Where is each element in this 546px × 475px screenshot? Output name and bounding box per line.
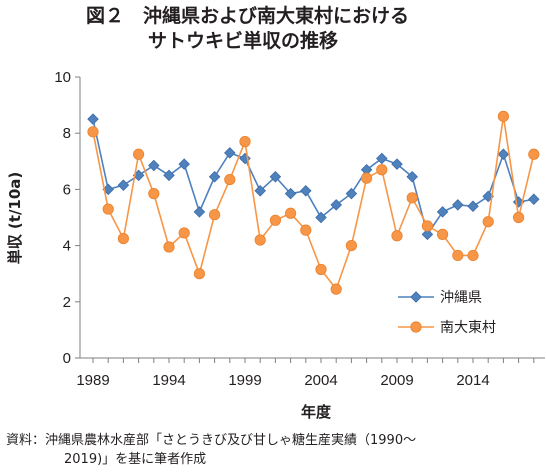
x-tick-label: 1994 [152,372,185,389]
x-tick-label: 2004 [304,372,337,389]
data-point [330,283,342,295]
data-point [528,148,540,160]
legend-item-1: 沖縄県 [398,290,482,306]
y-tick-label: 6 [63,181,71,198]
legend-marker [410,321,422,333]
data-point [421,228,434,241]
data-point [421,220,433,232]
series-1 [87,113,540,241]
chart-title-line2: サトウキビ単収の推移 [148,30,339,52]
data-point [269,214,281,226]
y-tick-label: 4 [63,238,71,255]
data-point [345,240,357,252]
x-tick-label: 2009 [380,372,413,389]
data-point [467,200,479,213]
data-point [284,207,297,219]
axes [79,77,545,359]
legend-item-2: 南大東村 [398,320,496,336]
data-point [345,187,358,200]
data-point [117,179,130,191]
legend-marker [410,291,422,303]
data-point [133,148,145,160]
legend-label: 南大東村 [440,320,496,336]
source-line1: 資料：沖縄県農林水産部「さとうきび及び甘しゃ糖生産実績（1990～ [6,433,417,448]
data-point [528,193,540,206]
data-point [315,211,327,224]
data-point [163,241,175,253]
data-point [148,159,160,172]
data-point [467,249,479,262]
source-note: 資料：沖縄県農林水産部「さとうきび及び甘しゃ糖生産実績（1990～ 2019)」… [6,431,542,469]
y-axis-label: 単収 (t/10a) [6,172,24,265]
data-point [178,227,190,239]
chart-title-line1: 図２ 沖縄県および南大東村における [86,5,410,27]
data-point [269,170,282,183]
data-point [482,216,494,228]
data-point [284,187,297,200]
data-point [87,113,99,125]
data-point [87,126,99,138]
data-point [254,234,266,246]
data-point [209,209,221,221]
data-point [163,169,175,182]
data-point [376,164,388,176]
data-point [406,170,418,183]
data-point [224,147,236,159]
legend-label: 沖縄県 [440,290,482,306]
y-tick-label: 10 [54,69,71,86]
data-point [193,206,206,218]
data-point [391,158,403,170]
data-point [300,224,312,236]
data-point [360,172,373,184]
data-point [406,192,418,204]
data-point [254,185,266,197]
y-tick-label: 0 [63,350,71,367]
source-line2: 2019)」を基に筆者作成 [64,452,207,467]
data-point [497,148,510,161]
data-point [436,228,449,240]
y-tick-label: 8 [63,125,71,142]
data-point [512,211,525,224]
data-point [391,230,403,242]
x-tick-label: 2014 [456,372,489,389]
data-point [452,249,464,262]
data-point [178,158,190,170]
y-tick-label: 2 [63,294,71,311]
data-point [315,263,327,276]
data-point [102,203,114,215]
data-point [117,232,130,245]
series-2 [87,110,540,295]
data-point [330,199,342,211]
data-point [452,199,464,211]
data-point [239,136,251,148]
data-point [193,268,205,280]
plot-area [87,110,540,295]
data-point [497,110,509,122]
ticks: 0 2 4 6 8 10 1989 1994 1999 2004 2009 2014 [54,69,535,389]
x-tick-label: 1999 [228,372,261,389]
series-line [92,118,534,237]
data-point [376,152,388,165]
x-axis-label: 年度 [301,403,332,421]
data-point [224,173,236,186]
data-point [208,170,221,183]
x-tick-label: 1989 [76,372,109,389]
data-point [148,188,160,200]
data-point [436,206,449,218]
data-point [300,185,312,197]
